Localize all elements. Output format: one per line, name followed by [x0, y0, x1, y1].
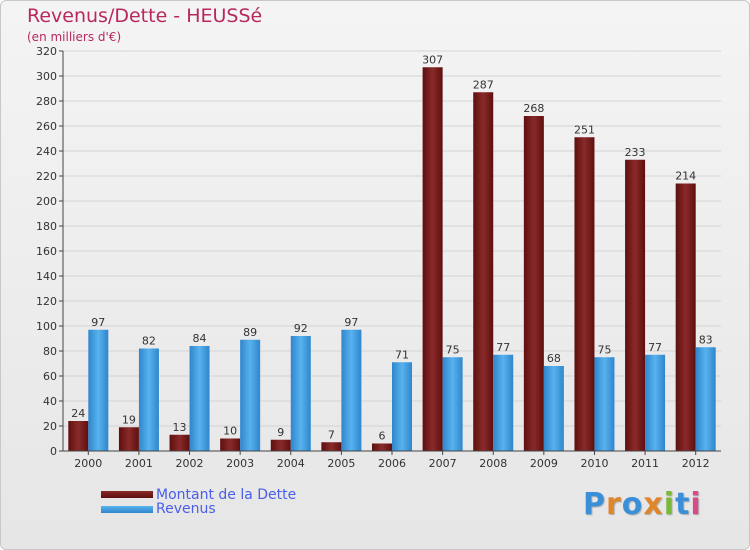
data-label-debt-2012: 214: [675, 170, 696, 183]
logo-letter: i: [690, 487, 702, 522]
y-tick-label: 320: [36, 45, 57, 58]
data-label-debt-2005: 7: [328, 428, 335, 441]
x-tick-label-2003: 2003: [226, 457, 254, 470]
y-tick-label: 80: [43, 345, 57, 358]
bar-revenue-2001: [138, 348, 159, 451]
bar-debt-2004: [270, 439, 291, 451]
bar-debt-2007: [422, 67, 443, 451]
data-label-debt-2007: 307: [422, 53, 443, 66]
bar-debt-2009: [523, 116, 544, 451]
bar-debt-2005: [321, 442, 342, 451]
x-tick-label-2005: 2005: [327, 457, 355, 470]
bar-revenue-2005: [341, 329, 362, 451]
bar-revenue-2011: [645, 354, 666, 451]
y-tick-label: 200: [36, 195, 57, 208]
bar-revenue-2008: [493, 354, 514, 451]
x-tick-label-2000: 2000: [74, 457, 102, 470]
bar-debt-2000: [68, 421, 89, 451]
x-tick-label-2008: 2008: [479, 457, 507, 470]
legend-swatch-debt: [101, 491, 153, 498]
data-label-revenue-2006: 71: [395, 348, 409, 361]
logo-letter: r: [606, 487, 622, 522]
y-tick-label: 280: [36, 95, 57, 108]
data-label-debt-2004: 9: [277, 426, 284, 439]
bar-debt-2001: [118, 427, 139, 451]
y-tick-label: 60: [43, 370, 57, 383]
x-tick-label-2004: 2004: [277, 457, 305, 470]
bar-revenue-2012: [695, 347, 716, 451]
data-label-debt-2011: 233: [625, 146, 646, 159]
logo-letter: o: [621, 487, 644, 522]
y-tick-label: 220: [36, 170, 57, 183]
chart-subtitle: (en milliers d'€): [27, 30, 122, 44]
bar-debt-2011: [625, 159, 646, 451]
data-label-debt-2001: 19: [122, 413, 136, 426]
y-tick-label: 140: [36, 270, 57, 283]
data-label-revenue-2005: 97: [344, 316, 358, 329]
legend-swatch-revenue: [101, 506, 153, 513]
bar-revenue-2006: [392, 362, 412, 451]
legend-label-revenue: Revenus: [156, 501, 216, 517]
data-label-debt-2006: 6: [379, 430, 386, 443]
data-label-debt-2010: 251: [574, 123, 595, 136]
y-tick-label: 0: [50, 445, 57, 458]
data-label-revenue-2008: 77: [496, 341, 510, 354]
y-tick-label: 240: [36, 145, 57, 158]
legend-label-debt: Montant de la Dette: [156, 487, 297, 503]
bar-debt-2002: [169, 434, 190, 451]
data-label-revenue-2004: 92: [294, 322, 308, 335]
bar-revenue-2003: [240, 339, 261, 451]
x-tick-label-2002: 2002: [176, 457, 204, 470]
x-tick-label-2006: 2006: [378, 457, 406, 470]
y-tick-label: 180: [36, 220, 57, 233]
bar-revenue-2004: [290, 336, 311, 451]
data-label-revenue-2000: 97: [91, 316, 105, 329]
data-label-debt-2008: 287: [473, 78, 494, 91]
bar-revenue-2000: [88, 329, 109, 451]
bar-revenue-2010: [594, 357, 615, 451]
y-tick-label: 300: [36, 70, 57, 83]
y-tick-label: 20: [43, 420, 57, 433]
bar-revenue-2009: [543, 366, 564, 451]
data-label-revenue-2011: 77: [648, 341, 662, 354]
data-label-debt-2003: 10: [223, 425, 237, 438]
data-label-revenue-2009: 68: [547, 352, 561, 365]
data-label-revenue-2010: 75: [597, 343, 611, 356]
y-tick-label: 160: [36, 245, 57, 258]
bar-debt-2012: [675, 183, 696, 451]
logo-letter: i: [663, 487, 676, 522]
logo-letter: t: [675, 487, 691, 522]
x-tick-label-2010: 2010: [580, 457, 608, 470]
y-tick-label: 100: [36, 320, 57, 333]
y-tick-label: 40: [43, 395, 57, 408]
bar-revenue-2007: [442, 357, 463, 451]
data-label-revenue-2002: 84: [193, 332, 207, 345]
data-label-debt-2000: 24: [71, 407, 85, 420]
logo-letter: P: [583, 487, 606, 522]
x-tick-label-2009: 2009: [530, 457, 558, 470]
data-label-debt-2009: 268: [523, 102, 544, 115]
chart-title: Revenus/Dette - HEUSSé: [27, 5, 263, 27]
data-label-revenue-2007: 75: [446, 343, 460, 356]
data-label-revenue-2012: 83: [699, 333, 713, 346]
x-tick-label-2007: 2007: [429, 457, 457, 470]
bar-debt-2006: [372, 443, 392, 451]
x-tick-label-2012: 2012: [682, 457, 710, 470]
y-tick-label: 260: [36, 120, 57, 133]
proxiti-logo: Proxiti: [583, 487, 702, 522]
y-tick-label: 120: [36, 295, 57, 308]
data-label-debt-2002: 13: [173, 421, 187, 434]
x-tick-label-2001: 2001: [125, 457, 153, 470]
bar-debt-2003: [220, 438, 241, 451]
bar-revenue-2002: [189, 346, 210, 451]
data-label-revenue-2003: 89: [243, 326, 257, 339]
bar-debt-2010: [574, 137, 595, 451]
x-tick-label-2011: 2011: [631, 457, 659, 470]
data-label-revenue-2001: 82: [142, 335, 156, 348]
logo-letter: x: [643, 487, 664, 522]
bar-debt-2008: [473, 92, 494, 451]
